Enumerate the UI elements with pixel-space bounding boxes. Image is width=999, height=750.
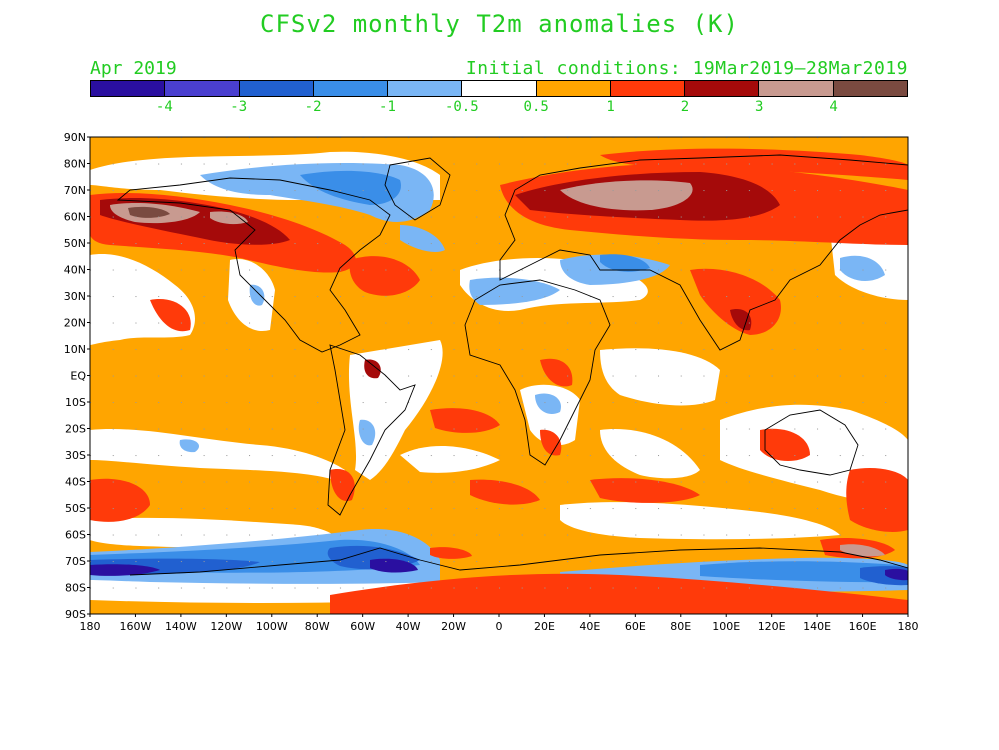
colorbar-tick-label: -4 [155, 99, 173, 115]
colorbar-tick-label: -2 [304, 99, 322, 115]
colorbar-segment [313, 81, 389, 96]
longitude-tick-label: 120E [758, 620, 786, 633]
latitude-tick-label: 60S [65, 529, 86, 542]
initial-conditions-label: Initial conditions: 19Mar2019—28Mar2019 [465, 58, 908, 79]
latitude-tick-label: 50N [64, 237, 86, 250]
latitude-tick-label: 60N [64, 211, 86, 224]
longitude-tick-label: 60E [625, 620, 646, 633]
longitude-tick-label: 40E [579, 620, 600, 633]
colorbar-segment [91, 81, 166, 96]
longitude-tick-label: 140W [165, 620, 197, 633]
latitude-tick-label: 10S [65, 396, 86, 409]
latitude-tick-label: 50S [65, 502, 86, 515]
longitude-tick-label: 80E [670, 620, 691, 633]
colorbar-segment [239, 81, 314, 96]
latitude-tick-label: EQ [70, 370, 86, 383]
colorbar-tick-label: 0.5 [523, 99, 549, 115]
latitude-tick-label: 80N [64, 158, 86, 171]
longitude-tick-label: 20W [441, 620, 466, 633]
longitude-tick-label: 100E [712, 620, 740, 633]
colorbar-tick-label: 1 [606, 99, 615, 115]
colorbar [90, 80, 908, 97]
grid-dots [90, 137, 908, 614]
colorbar-segment [610, 81, 686, 96]
coastlines [116, 154, 908, 576]
longitude-tick-label: 160E [849, 620, 877, 633]
latitude-tick-label: 70N [64, 184, 86, 197]
colorbar-segment [759, 81, 834, 96]
chart-title: CFSv2 monthly T2m anomalies (K) [260, 10, 739, 38]
latitude-tick-label: 20N [64, 317, 86, 330]
latitude-tick-label: 40N [64, 264, 86, 277]
longitude-tick-label: 180 [80, 620, 101, 633]
valid-month-label: Apr 2019 [90, 58, 177, 79]
longitude-tick-label: 60W [350, 620, 375, 633]
latitude-tick-label: 90S [65, 608, 86, 621]
latitude-tick-label: 10N [64, 343, 86, 356]
colorbar-tick-label: 2 [680, 99, 690, 115]
longitude-labels: 180 160W 140W 120W 100W 80W 60W 40W 20W 0 20E 40E 60… [80, 614, 919, 633]
colorbar-segment [536, 81, 611, 96]
colorbar-tick-label: -0.5 [444, 99, 479, 115]
longitude-tick-label: 0 [496, 620, 503, 633]
colorbar-segment [165, 81, 240, 96]
latitude-tick-label: 80S [65, 582, 86, 595]
latitude-tick-label: 90N [64, 131, 86, 144]
longitude-tick-label: 120W [210, 620, 242, 633]
longitude-tick-label: 160W [120, 620, 152, 633]
longitude-tick-label: 140E [803, 620, 831, 633]
colorbar-tick-label: -1 [379, 99, 396, 115]
colorbar-segment [388, 81, 463, 96]
longitude-tick-label: 100W [256, 620, 288, 633]
colorbar-tick-label: 3 [755, 99, 764, 115]
colorbar-segment [685, 81, 760, 96]
colorbar-segment [833, 81, 907, 96]
latitude-tick-label: 30N [64, 290, 86, 303]
longitude-tick-label: 80W [305, 620, 330, 633]
longitude-tick-label: 180 [898, 620, 919, 633]
longitude-tick-label: 40W [396, 620, 421, 633]
latitude-tick-label: 30S [65, 449, 86, 462]
colorbar-tick-label: 4 [829, 99, 838, 115]
colorbar-tick-label: -3 [230, 99, 248, 115]
latitude-tick-label: 70S [65, 555, 86, 568]
latitude-tick-label: 20S [65, 423, 86, 436]
colorbar-segment [462, 81, 537, 96]
latitude-labels: 90N 80N 70N 60N 50N 40N 30N 20N 10N EQ 10S 20S 30S 40… [64, 131, 90, 621]
latitude-tick-label: 40S [65, 476, 86, 489]
longitude-tick-label: 20E [534, 620, 555, 633]
